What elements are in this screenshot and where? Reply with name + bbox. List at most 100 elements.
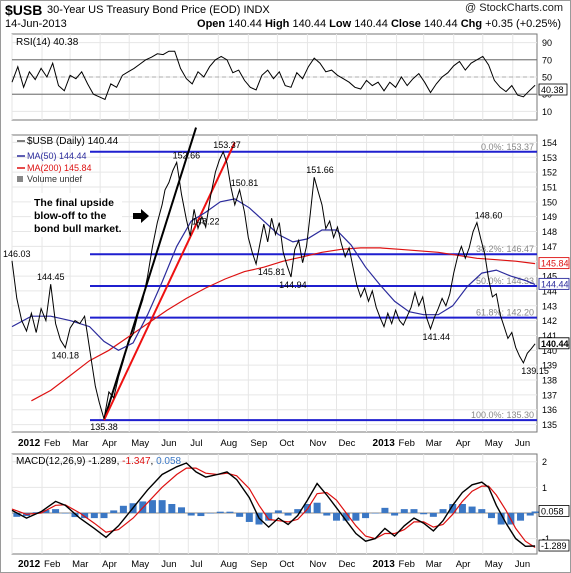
annotation-arrow-icon <box>133 209 149 223</box>
macd-hist-bar-49 <box>487 512 495 519</box>
price-xaxis-label-5: Jun <box>161 438 176 449</box>
macd-hist-bar-43 <box>429 512 437 517</box>
macd-xaxis-label-12: 2013 <box>373 559 396 570</box>
annotation-background <box>31 193 122 237</box>
macd-line <box>11 462 536 548</box>
price-tick-144: 144 <box>542 286 557 296</box>
ma50-line <box>11 198 536 351</box>
macd-hist-bar-32 <box>323 512 331 516</box>
macd-xaxis-label-1: Feb <box>44 559 60 570</box>
macd-hist-bar-42 <box>420 512 428 515</box>
ma200-line <box>31 247 536 402</box>
fib-label-2: 50.0%: 144.33 <box>476 276 534 286</box>
macd-hist-bar-14 <box>148 500 156 513</box>
price-label-144.45: 144.45 <box>37 272 65 282</box>
macd-xaxis-label-11: Dec <box>338 559 355 570</box>
price-tick-136: 136 <box>542 405 557 415</box>
price-xaxis-label-13: Feb <box>399 438 415 449</box>
price-legend: $USB (Daily) 140.44 MA(50) 144.44 MA(200… <box>17 136 119 184</box>
price-badge-box-0 <box>538 257 570 270</box>
rsi-line <box>11 50 536 101</box>
macd-legend-hist: 0.058 <box>156 456 181 467</box>
legend-price: $USB (Daily) 140.44 <box>27 136 119 147</box>
price-xaxis-label-7: Aug <box>220 438 237 449</box>
price-panel-border <box>11 134 538 433</box>
macd-tick-1: 1 <box>542 483 547 493</box>
price-tick-143: 143 <box>542 301 557 311</box>
macd-hist-bar-23 <box>236 512 244 517</box>
macd-hist-bar-39 <box>391 512 399 516</box>
legend-swatch-volume <box>17 176 23 182</box>
macd-hist-bar-7 <box>81 512 89 519</box>
rsi-tick-50: 50 <box>542 73 552 83</box>
macd-hist-bar-11 <box>119 505 127 513</box>
rsi-badge: 40.38 <box>541 85 564 95</box>
price-badge-140.44: 140.44 <box>541 339 569 349</box>
macd-hist-bar-9 <box>100 512 108 519</box>
price-xaxis-label-3: Apr <box>102 438 117 449</box>
price-tick-137: 137 <box>542 390 557 400</box>
price-xaxis-label-4: May <box>131 438 149 449</box>
trendline-red <box>103 141 236 421</box>
macd-hist-bar-31 <box>313 502 321 513</box>
macd-legend-macd: -1.289 <box>88 456 117 467</box>
annotation-line-2: blow-off to the <box>34 210 106 222</box>
macd-xaxis-label-6: Jul <box>190 559 202 570</box>
price-tick-139: 139 <box>542 361 557 371</box>
macd-xaxis-label-13: Feb <box>399 559 415 570</box>
price-xaxis-label-10: Nov <box>309 438 326 449</box>
price-xaxis-label-6: Jul <box>190 438 202 449</box>
price-tick-150: 150 <box>542 197 557 207</box>
high-value: 140.44 <box>292 18 327 30</box>
rsi-panel: 9070503010 RSI(14) 40.38 40.38 <box>11 33 568 121</box>
price-xaxis-label-15: Apr <box>456 438 471 449</box>
macd-xaxis-label-4: May <box>131 559 149 570</box>
macd-hist-bar-8 <box>90 512 98 519</box>
macd-legend-label: MACD(12,26,9) <box>16 456 85 467</box>
macd-hist-bar-35 <box>352 512 360 521</box>
price-xaxis-label-11: Dec <box>338 438 355 449</box>
rsi-badge-box <box>538 83 568 96</box>
chg-label: Chg <box>460 18 483 30</box>
macd-legend-signal: -1.347 <box>122 456 151 467</box>
price-xaxis-label-17: Jun <box>515 438 530 449</box>
close-value: 140.44 <box>423 18 458 30</box>
macd-panel: 210-1 0.058-1.289 MACD(12,26,9) -1.289, … <box>11 453 570 555</box>
macd-badges: 0.058 -1.289 <box>538 505 570 552</box>
trendline-black <box>103 127 197 421</box>
rsi-tick-70: 70 <box>542 55 552 65</box>
macd-badge-box-0 <box>538 505 570 517</box>
fib-label-3: 61.8%: 142.20 <box>476 308 534 318</box>
price-tick-153: 153 <box>542 153 557 163</box>
annotation-line-1: The final upside <box>34 197 114 209</box>
macd-hist-bar-26 <box>265 512 273 521</box>
macd-xaxis-label-0: 2012 <box>18 559 41 570</box>
brand-watermark[interactable]: @ StockCharts.com <box>465 2 563 14</box>
macd-hist-bar-27 <box>274 510 282 513</box>
annotation-box: The final upside blow-off to the bond bu… <box>31 193 122 237</box>
macd-hist-bar-6 <box>71 512 79 518</box>
macd-xaxis-label-14: Mar <box>426 559 442 570</box>
macd-xaxis-label-2: Mar <box>72 559 88 570</box>
price-badge-144.44: 144.44 <box>541 279 569 289</box>
price-label-144.94: 144.94 <box>279 280 307 290</box>
macd-hist-bar-16 <box>168 504 176 513</box>
legend-ma50: MA(50) 144.44 <box>27 151 87 161</box>
price-line <box>11 150 536 420</box>
price-label-148.60: 148.60 <box>475 211 503 221</box>
macd-hist-bar-24 <box>245 512 253 522</box>
macd-hist-bar-20 <box>207 512 215 514</box>
price-label-140.18: 140.18 <box>52 351 80 361</box>
price-xaxis-label-12: 2013 <box>373 438 396 449</box>
price-tick-135: 135 <box>542 420 557 430</box>
macd-hist-bar-37 <box>371 512 379 514</box>
fib-label-1: 38.2%: 146.47 <box>476 244 534 254</box>
price-label-145.81: 145.81 <box>258 267 286 277</box>
macd-hist-bar-40 <box>400 509 408 513</box>
macd-xaxis-label-16: May <box>485 559 503 570</box>
price-label-139.15: 139.15 <box>521 366 549 376</box>
macd-hist-bar-0 <box>13 512 21 517</box>
price-xaxis-label-8: Sep <box>250 438 267 449</box>
macd-xaxis-label-3: Apr <box>102 559 117 570</box>
macd-hist-bar-53 <box>526 512 534 516</box>
